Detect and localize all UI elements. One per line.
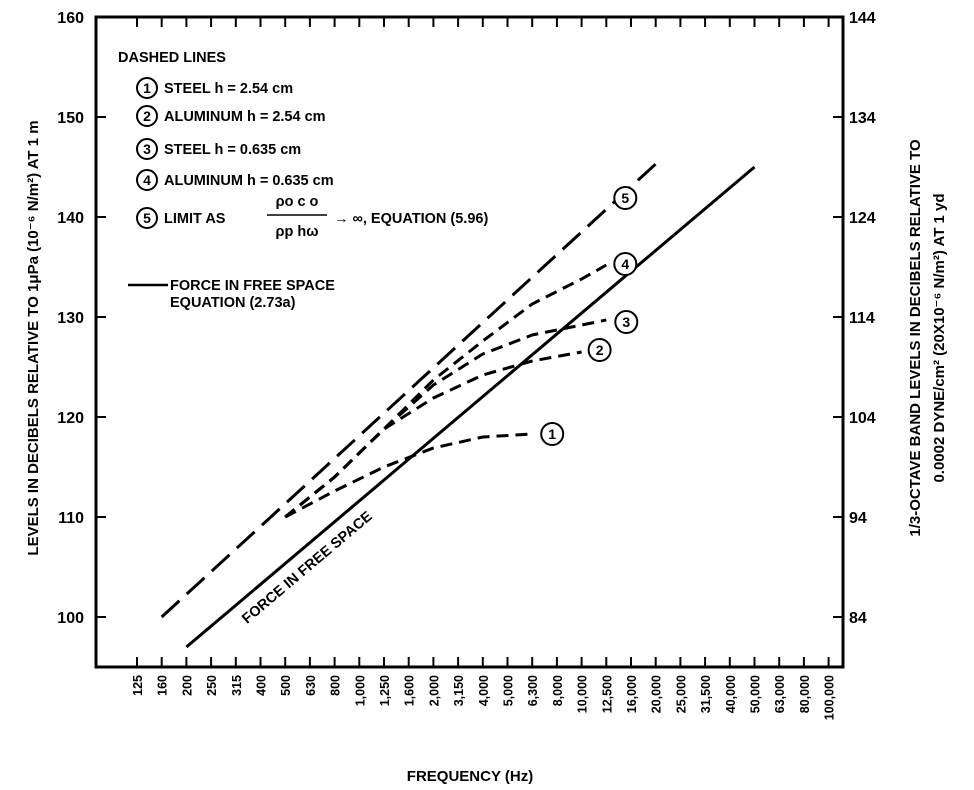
x-tick-label: 16,000: [625, 675, 639, 713]
x-axis-title: FREQUENCY (Hz): [407, 768, 533, 785]
x-tick-label: 200: [180, 675, 194, 696]
y-tick-label: 160: [57, 10, 84, 27]
series-line-1: [284, 432, 533, 519]
y2-axis-title-line1: 1/3-OCTAVE BAND LEVELS IN DECIBELS RELAT…: [907, 139, 924, 537]
y2-tick-label: 144: [849, 10, 876, 27]
legend-item-4: ALUMINUM h = 0.635 cm: [164, 173, 334, 189]
series-line-force-free-space: [185, 165, 756, 649]
x-tick-label: 1,000: [353, 675, 367, 706]
x-tick-label: 25,000: [674, 675, 688, 713]
y-tick-label: 120: [57, 410, 84, 427]
x-tick-label: 31,500: [699, 675, 713, 713]
curve-marker-1: [540, 422, 565, 446]
plot-frame: [94, 15, 845, 669]
y-tick-label: 130: [57, 310, 84, 327]
legend-limit-numerator: ρo c o: [276, 194, 319, 210]
x-tick-label: 250: [205, 675, 219, 696]
legend-num-3: 3: [143, 141, 151, 157]
x-tick-label: 1,250: [378, 675, 392, 706]
curve-number-2: 2: [596, 342, 604, 358]
legend-item-2: ALUMINUM h = 2.54 cm: [164, 109, 326, 125]
x-tick-label: 6,300: [526, 675, 540, 706]
legend-item-5: LIMIT AS: [164, 211, 226, 227]
series-layer: [160, 162, 756, 649]
legend: DASHED LINES 1 STEEL h = 2.54 cm 2 ALUMI…: [118, 50, 488, 311]
curve-marker-5: [613, 186, 638, 210]
series-line-4: [284, 263, 608, 519]
legend-marker-3: [136, 138, 158, 160]
legend-item-3: STEEL h = 0.635 cm: [164, 142, 301, 158]
y-tick-label: 100: [57, 610, 84, 627]
y2-tick-label: 104: [849, 410, 876, 427]
x-tick-label: 5,000: [502, 675, 516, 706]
legend-num-1: 1: [143, 80, 151, 96]
y2-tick-label: 94: [849, 510, 867, 527]
y-tick-label: 110: [58, 510, 84, 527]
x-tick-label: 20,000: [650, 675, 664, 713]
y2-tick-label: 84: [849, 610, 867, 627]
y-axis-title: LEVELS IN DECIBELS RELATIVE TO 1μPa (10⁻…: [25, 120, 42, 555]
x-tick-label: 8,000: [551, 675, 565, 706]
x-tick-label: 4,000: [477, 675, 491, 706]
x-tick-label: 1,600: [403, 675, 417, 706]
curve-number-3: 3: [622, 314, 630, 330]
curve-marker-2: [587, 338, 612, 362]
curve-number-4: 4: [621, 256, 629, 272]
series-line-2: [284, 350, 582, 519]
curve-marker-4: [613, 252, 638, 276]
y-tick-label: 140: [57, 210, 84, 227]
legend-marker-5: [136, 207, 158, 229]
x-tick-label: 3,150: [452, 675, 466, 706]
force-free-space-label: FORCE IN FREE SPACE: [239, 508, 376, 627]
x-tick-label: 10,000: [576, 675, 590, 713]
curve-marker-3: [614, 310, 639, 334]
legend-item-1: STEEL h = 2.54 cm: [164, 81, 293, 97]
x-tick-label: 630: [304, 675, 318, 696]
curve-number-1: 1: [548, 426, 556, 442]
y2-tick-label: 114: [849, 310, 875, 327]
legend-marker-2: [136, 105, 158, 127]
y2-axis-title-line2: 0.0002 DYNE/cm² (20X10⁻⁶ N/m²) AT 1 yd: [931, 193, 948, 482]
legend-marker-4: [136, 169, 158, 191]
legend-force-line2: EQUATION (2.73a): [170, 295, 296, 311]
x-tick-label: 50,000: [749, 675, 763, 713]
x-tick-label: 63,000: [773, 675, 787, 713]
y2-tick-label: 124: [849, 210, 876, 227]
x-tick-label: 125: [131, 675, 145, 696]
x-tick-label: 500: [279, 675, 293, 696]
series-line-3: [284, 318, 607, 519]
x-tick-label: 40,000: [724, 675, 738, 713]
legend-limit-denominator: ρp hω: [276, 224, 319, 240]
x-tick-label: 315: [230, 675, 244, 696]
legend-title: DASHED LINES: [118, 50, 226, 66]
legend-limit-suffix: → ∞, EQUATION (5.96): [334, 211, 488, 227]
x-tick-label: 80,000: [798, 675, 812, 713]
y-tick-label: 150: [57, 110, 84, 127]
legend-num-2: 2: [143, 108, 151, 124]
legend-force-line1: FORCE IN FREE SPACE: [170, 278, 335, 294]
x-tick-label: 400: [255, 675, 269, 696]
x-tick-label: 800: [329, 675, 343, 696]
y2-tick-label: 134: [849, 110, 876, 127]
x-tick-label: 2,000: [427, 675, 441, 706]
legend-num-5: 5: [143, 210, 151, 226]
ticks: [96, 16, 843, 667]
x-tick-label: 160: [156, 675, 170, 696]
series-line-5: [160, 162, 657, 619]
legend-marker-1: [136, 77, 158, 99]
legend-num-4: 4: [143, 172, 151, 188]
x-tick-label: 12,500: [600, 675, 614, 713]
curve-number-5: 5: [621, 190, 629, 206]
x-tick-label: 100,000: [823, 675, 837, 720]
